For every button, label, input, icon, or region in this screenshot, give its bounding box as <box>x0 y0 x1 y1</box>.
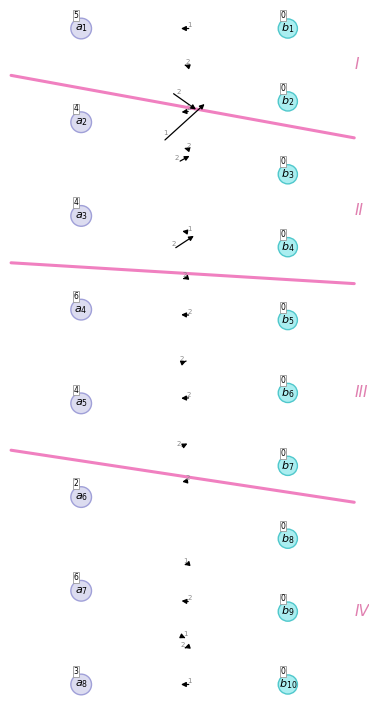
Text: II: II <box>354 203 363 218</box>
Text: 0: 0 <box>280 595 286 603</box>
Text: 1: 1 <box>163 130 168 136</box>
Ellipse shape <box>71 112 92 133</box>
Text: 4: 4 <box>73 386 79 394</box>
Text: 0: 0 <box>280 521 286 530</box>
Text: $a_{4}$: $a_{4}$ <box>75 304 88 316</box>
Ellipse shape <box>278 384 297 403</box>
Text: $b_{9}$: $b_{9}$ <box>281 605 294 618</box>
Text: 1: 1 <box>183 631 187 637</box>
Text: 2: 2 <box>177 89 181 96</box>
Text: 1: 1 <box>183 558 188 564</box>
Text: $b_{1}$: $b_{1}$ <box>281 21 294 36</box>
Text: 0: 0 <box>280 667 286 677</box>
Text: $a_{6}$: $a_{6}$ <box>75 491 88 503</box>
Text: I: I <box>354 58 359 73</box>
Text: 0: 0 <box>280 157 286 166</box>
Text: 1: 1 <box>187 678 192 684</box>
Text: 1: 1 <box>187 22 192 29</box>
Text: $b_{2}$: $b_{2}$ <box>281 95 294 108</box>
Ellipse shape <box>278 237 297 257</box>
Text: 2: 2 <box>187 595 192 601</box>
Text: 2: 2 <box>187 143 191 149</box>
Ellipse shape <box>71 205 92 226</box>
Text: 2: 2 <box>176 441 180 446</box>
Text: $b_{8}$: $b_{8}$ <box>281 532 294 545</box>
Ellipse shape <box>278 456 297 476</box>
Text: $b_{7}$: $b_{7}$ <box>281 459 294 473</box>
Text: $a_{3}$: $a_{3}$ <box>75 210 88 222</box>
Ellipse shape <box>278 165 297 184</box>
Text: III: III <box>354 386 368 401</box>
Ellipse shape <box>71 393 92 414</box>
Text: IV: IV <box>354 604 369 619</box>
Text: 3: 3 <box>73 667 79 676</box>
Text: 6: 6 <box>73 573 79 582</box>
Text: $a_{7}$: $a_{7}$ <box>75 585 88 597</box>
Ellipse shape <box>278 19 297 38</box>
Text: $b_{10}$: $b_{10}$ <box>279 677 297 692</box>
Text: $a_{5}$: $a_{5}$ <box>75 397 88 409</box>
Text: $b_{6}$: $b_{6}$ <box>281 386 294 400</box>
Text: 2: 2 <box>179 356 184 362</box>
Text: 2: 2 <box>186 475 190 481</box>
Ellipse shape <box>71 19 92 39</box>
Ellipse shape <box>71 487 92 508</box>
Ellipse shape <box>71 580 92 601</box>
Text: 4: 4 <box>73 104 79 113</box>
Text: 4: 4 <box>73 198 79 207</box>
Text: 0: 0 <box>280 448 286 458</box>
Text: 2: 2 <box>185 59 189 65</box>
Text: 5: 5 <box>73 11 79 20</box>
Text: 0: 0 <box>280 303 286 312</box>
Text: $b_{4}$: $b_{4}$ <box>281 240 294 254</box>
Text: 0: 0 <box>280 11 286 21</box>
Text: 0: 0 <box>280 230 286 239</box>
Text: $a_{1}$: $a_{1}$ <box>75 23 88 34</box>
Ellipse shape <box>278 92 297 111</box>
Text: 2: 2 <box>186 105 191 111</box>
Text: 2: 2 <box>181 642 185 647</box>
Text: $b_{5}$: $b_{5}$ <box>281 313 294 327</box>
Text: 2: 2 <box>171 241 176 247</box>
Text: 2: 2 <box>74 479 78 488</box>
Text: 2: 2 <box>175 155 179 161</box>
Text: 2: 2 <box>187 391 191 398</box>
Ellipse shape <box>278 529 297 548</box>
Text: $b_{3}$: $b_{3}$ <box>281 168 294 181</box>
Text: 2: 2 <box>182 272 187 278</box>
Ellipse shape <box>278 602 297 621</box>
Text: 6: 6 <box>73 292 79 301</box>
Text: 0: 0 <box>280 84 286 93</box>
Text: 2: 2 <box>187 309 192 314</box>
Text: 0: 0 <box>280 376 286 385</box>
Ellipse shape <box>278 675 297 694</box>
Ellipse shape <box>71 674 92 694</box>
Text: $a_{2}$: $a_{2}$ <box>75 116 88 128</box>
Ellipse shape <box>278 310 297 329</box>
Ellipse shape <box>71 299 92 320</box>
Text: $a_{8}$: $a_{8}$ <box>75 679 88 690</box>
Text: 1: 1 <box>187 226 192 232</box>
